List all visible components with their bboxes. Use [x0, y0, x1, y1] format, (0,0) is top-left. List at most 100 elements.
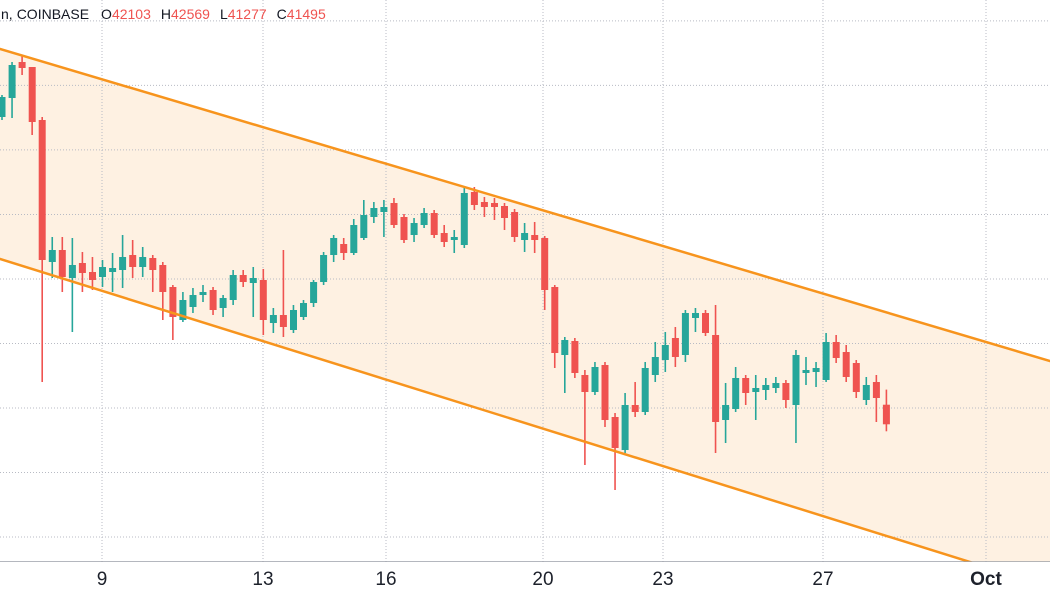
- candle-body: [360, 215, 368, 238]
- candle: [480, 197, 488, 217]
- candle: [491, 198, 498, 220]
- candle-body: [601, 365, 609, 420]
- candle-body: [139, 257, 147, 267]
- candle-body: [400, 217, 408, 240]
- candle-body: [199, 292, 207, 295]
- candle: [712, 305, 720, 453]
- candle-body: [842, 352, 850, 377]
- candle: [139, 247, 147, 277]
- x-axis-label: Oct: [970, 569, 1002, 590]
- candle-body: [149, 258, 157, 270]
- candle: [591, 362, 599, 395]
- exchange-name: COINBASE: [16, 6, 90, 22]
- candle-body: [68, 265, 76, 278]
- candle-body: [812, 368, 820, 372]
- candle: [792, 350, 800, 443]
- candle-body: [239, 275, 247, 282]
- candle: [531, 222, 539, 253]
- candle-body: [681, 313, 689, 355]
- symbol-name: n,: [1, 6, 13, 22]
- candle: [290, 305, 297, 333]
- candle: [219, 295, 227, 317]
- candle: [340, 238, 348, 260]
- candle: [8, 62, 16, 118]
- candle-body: [470, 192, 478, 205]
- candle-body: [631, 405, 639, 412]
- x-axis-label: 13: [252, 569, 273, 590]
- candle-body: [591, 367, 599, 392]
- candle: [681, 310, 689, 362]
- candle: [269, 308, 277, 333]
- candle: [239, 270, 247, 287]
- candle: [58, 237, 66, 292]
- candle-body: [521, 233, 529, 240]
- candle: [119, 235, 127, 288]
- candle-body: [259, 280, 267, 320]
- candle-body: [792, 355, 800, 405]
- candle-body: [621, 405, 629, 450]
- candle: [822, 333, 830, 382]
- candle-body: [460, 193, 468, 245]
- candle-body: [219, 298, 227, 308]
- candle: [38, 117, 46, 382]
- candle: [752, 375, 760, 420]
- candle: [68, 238, 76, 332]
- candle-body: [752, 388, 760, 392]
- candle: [129, 240, 137, 278]
- candle: [571, 338, 579, 378]
- ohlc-high: H42569: [160, 6, 210, 22]
- candle-body: [350, 225, 358, 253]
- candle-body: [340, 244, 348, 253]
- candle-body: [300, 303, 307, 317]
- candle: [862, 377, 870, 405]
- candle-body: [119, 257, 127, 270]
- candle: [48, 237, 56, 278]
- candle: [641, 362, 649, 415]
- candle: [410, 218, 418, 242]
- candle: [259, 269, 267, 335]
- candle-body: [511, 212, 519, 237]
- candle-body: [330, 238, 338, 255]
- channel-lower-line: [0, 257, 1050, 589]
- candle: [521, 223, 529, 252]
- candle: [692, 308, 699, 332]
- candle: [651, 342, 659, 382]
- candle-body: [692, 313, 699, 318]
- candle: [330, 235, 338, 262]
- candle: [390, 198, 398, 228]
- candle: [501, 203, 508, 230]
- candle: [621, 393, 629, 453]
- candle: [852, 360, 860, 398]
- candle-body: [290, 310, 297, 330]
- candle: [882, 389, 890, 432]
- candle: [872, 375, 880, 422]
- candle-body: [58, 250, 66, 277]
- candle-body: [310, 282, 318, 303]
- candle: [109, 253, 117, 292]
- candle-body: [450, 237, 458, 240]
- candle: [350, 219, 358, 255]
- candle: [702, 310, 709, 336]
- candle-body: [38, 120, 46, 260]
- candle-body: [772, 383, 780, 388]
- candle: [18, 55, 26, 75]
- candle: [511, 209, 519, 242]
- candle: [450, 230, 458, 253]
- candle: [149, 255, 157, 292]
- parallel-channel-drawing[interactable]: [0, 47, 1050, 589]
- candle: [89, 257, 96, 290]
- time-axis[interactable]: [0, 562, 1050, 600]
- candle-body: [410, 223, 418, 235]
- candle: [561, 337, 569, 393]
- candle: [440, 225, 448, 247]
- candle: [300, 300, 307, 320]
- candle-body: [722, 405, 730, 420]
- candle-body: [852, 363, 860, 392]
- candle-body: [169, 287, 177, 317]
- candle-body: [380, 207, 388, 212]
- candle-body: [269, 315, 277, 323]
- candle-body: [320, 255, 328, 282]
- candle-body: [370, 208, 378, 217]
